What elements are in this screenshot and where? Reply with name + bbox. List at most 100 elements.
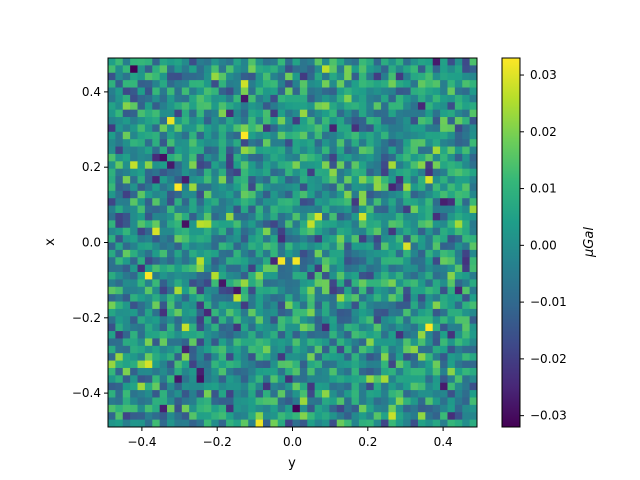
heatmap-cell: [240, 249, 249, 258]
heatmap-cell: [122, 308, 131, 317]
heatmap-cell: [108, 286, 116, 295]
heatmap-cell: [270, 257, 279, 266]
heatmap-cell: [255, 353, 264, 361]
heatmap-cell: [403, 279, 411, 288]
heatmap-cell: [137, 161, 146, 170]
heatmap-cell: [373, 308, 382, 317]
heatmap-cell: [469, 176, 478, 184]
heatmap-cell: [226, 139, 234, 147]
heatmap-cell: [137, 58, 146, 66]
heatmap-cell: [336, 412, 345, 421]
heatmap-cell: [440, 323, 448, 332]
heatmap-cell: [351, 390, 360, 398]
heatmap-cell: [395, 131, 404, 140]
heatmap-cell: [336, 316, 345, 325]
heatmap-cell: [277, 294, 286, 302]
heatmap-cell: [203, 153, 212, 162]
heatmap-cell: [329, 190, 338, 199]
heatmap-cell: [447, 153, 456, 162]
heatmap-cell: [240, 161, 249, 170]
heatmap-cell: [403, 153, 411, 162]
heatmap-cell: [181, 139, 190, 147]
heatmap-cell: [218, 235, 227, 243]
heatmap-cell: [203, 183, 212, 192]
heatmap-cell: [366, 102, 375, 111]
heatmap-cell: [255, 131, 264, 140]
heatmap-cell: [167, 235, 175, 243]
heatmap-cell: [454, 331, 463, 339]
heatmap-cell: [403, 168, 411, 177]
heatmap-cell: [307, 412, 316, 421]
heatmap-cell: [218, 87, 227, 96]
heatmap-cell: [270, 94, 279, 103]
heatmap-cell: [373, 360, 382, 369]
heatmap-cell: [174, 139, 183, 147]
heatmap-cell: [226, 294, 234, 302]
heatmap-cell: [410, 301, 419, 310]
heatmap-cell: [425, 94, 434, 103]
heatmap-cell: [403, 316, 411, 325]
heatmap-cell: [270, 316, 279, 325]
heatmap-cell: [233, 65, 242, 74]
heatmap-cell: [277, 190, 286, 199]
heatmap-cell: [440, 176, 448, 184]
heatmap-cell: [344, 301, 352, 310]
heatmap-cell: [108, 397, 116, 406]
heatmap-cell: [262, 382, 271, 391]
heatmap-cell: [447, 294, 456, 302]
heatmap-cell: [262, 161, 271, 170]
heatmap-cell: [240, 294, 249, 302]
heatmap-cell: [395, 308, 404, 317]
heatmap-cell: [366, 72, 375, 81]
heatmap-cell: [167, 353, 175, 361]
heatmap-cell: [137, 272, 146, 280]
heatmap-cell: [130, 360, 138, 369]
heatmap-cell: [255, 382, 264, 391]
heatmap-cell: [115, 131, 124, 140]
heatmap-cell: [196, 242, 205, 251]
heatmap-cell: [248, 419, 256, 428]
heatmap-cell: [248, 183, 256, 192]
heatmap-cell: [366, 235, 375, 243]
heatmap-cell: [255, 367, 264, 376]
heatmap-cell: [329, 161, 338, 170]
heatmap-cell: [381, 80, 389, 88]
heatmap-cell: [167, 139, 175, 147]
heatmap-cell: [336, 249, 345, 258]
heatmap-cell: [307, 161, 316, 170]
heatmap-cell: [454, 375, 463, 384]
heatmap-cell: [388, 72, 397, 81]
heatmap-cell: [292, 58, 301, 66]
heatmap-cell: [299, 124, 308, 133]
heatmap-cell: [159, 279, 168, 288]
heatmap-cell: [469, 87, 478, 96]
heatmap-cell: [373, 375, 382, 384]
heatmap-cell: [108, 323, 116, 332]
heatmap-cell: [233, 220, 242, 229]
heatmap-cell: [152, 419, 161, 428]
heatmap-cell: [329, 146, 338, 155]
heatmap-cell: [122, 190, 131, 199]
heatmap-cell: [115, 94, 124, 103]
heatmap-cell: [440, 279, 448, 288]
heatmap-cell: [307, 80, 316, 88]
heatmap-cell: [410, 323, 419, 332]
heatmap-cell: [181, 153, 190, 162]
heatmap-cell: [203, 272, 212, 280]
heatmap-cell: [122, 205, 131, 214]
heatmap-cell: [410, 161, 419, 170]
heatmap-cell: [255, 58, 264, 66]
heatmap-cell: [344, 242, 352, 251]
heatmap-cell: [203, 345, 212, 354]
heatmap-cell: [181, 301, 190, 310]
heatmap-cell: [322, 109, 330, 118]
heatmap-cell: [262, 227, 271, 236]
heatmap-cell: [447, 124, 456, 133]
heatmap-cell: [462, 139, 471, 147]
heatmap-cell: [174, 183, 183, 192]
heatmap-cell: [381, 294, 389, 302]
heatmap-cell: [410, 242, 419, 251]
heatmap-cell: [122, 404, 131, 413]
heatmap-cell: [447, 146, 456, 155]
heatmap-cell: [189, 308, 197, 317]
